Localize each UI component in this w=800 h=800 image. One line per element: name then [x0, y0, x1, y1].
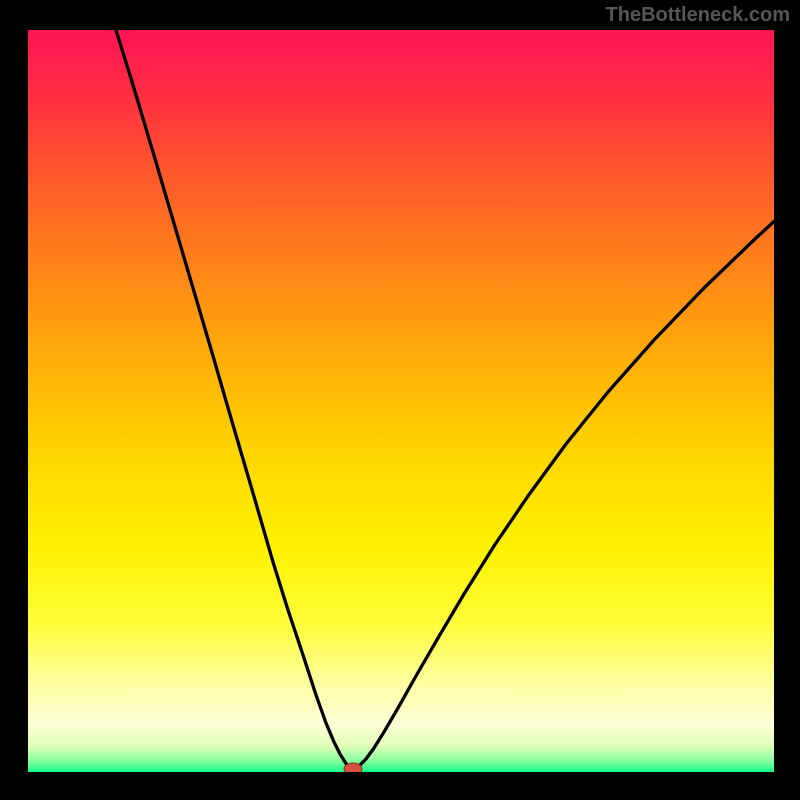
- right-curve: [356, 194, 774, 768]
- bottleneck-marker: [344, 763, 362, 772]
- curve-svg: [28, 30, 774, 772]
- left-curve: [116, 30, 350, 768]
- watermark-label: TheBottleneck.com: [606, 4, 790, 27]
- chart-container: TheBottleneck.com: [0, 0, 800, 800]
- bottleneck-chart: [28, 30, 774, 772]
